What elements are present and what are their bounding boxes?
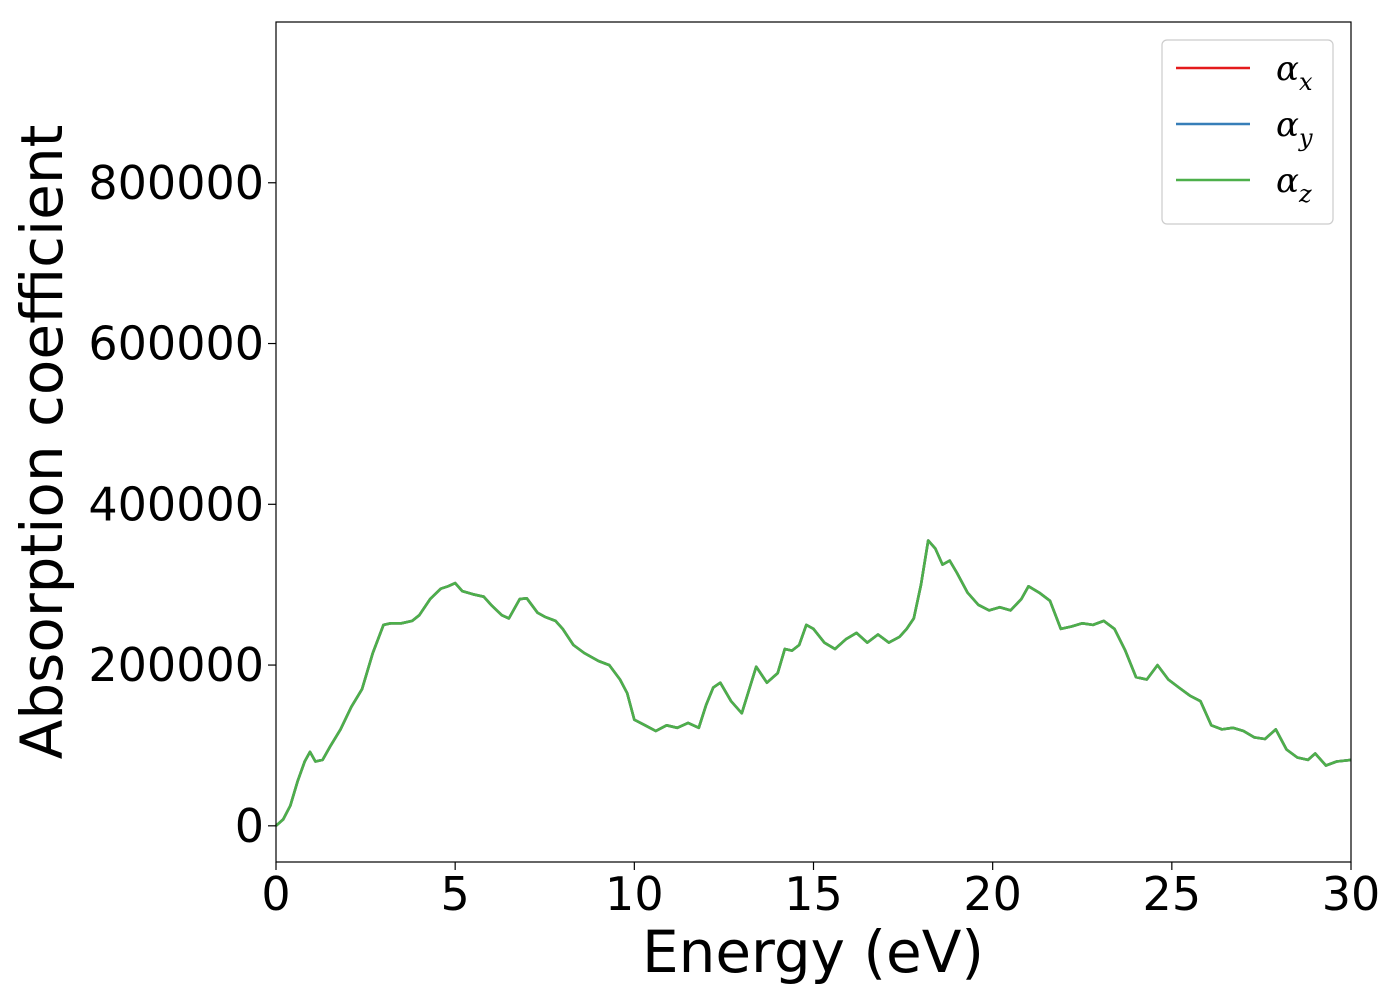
y-axis-label: Absorption coefficient bbox=[8, 125, 76, 760]
legend: αx αy αz bbox=[1161, 39, 1334, 225]
x-tick-label: 5 bbox=[441, 867, 470, 921]
y-tick-label: 0 bbox=[235, 799, 264, 853]
y-tick-label: 600000 bbox=[88, 317, 264, 371]
y-tick-label: 800000 bbox=[88, 156, 264, 210]
x-tick-label: 15 bbox=[784, 867, 843, 921]
legend-label-z: αz bbox=[1276, 161, 1312, 208]
x-tick-label: 20 bbox=[963, 867, 1022, 921]
x-tick-label: 0 bbox=[261, 867, 290, 921]
legend-label-x: αx bbox=[1276, 49, 1313, 96]
plot-frame bbox=[275, 21, 1352, 863]
legend-label-y: αy bbox=[1276, 105, 1313, 152]
series-line-z bbox=[275, 539, 1352, 827]
y-tick-label: 400000 bbox=[88, 477, 264, 531]
x-tick-label: 30 bbox=[1322, 867, 1381, 921]
x-tick-label: 10 bbox=[605, 867, 664, 921]
legend-box bbox=[1161, 39, 1334, 225]
y-tick-label: 200000 bbox=[88, 638, 264, 692]
series-layer bbox=[275, 539, 1352, 827]
tick-layer: 0 5 10 15 20 25 30 0 200000 400000 600000 800000 bbox=[88, 156, 1380, 921]
x-axis-label: Energy (eV) bbox=[642, 918, 984, 986]
x-tick-label: 25 bbox=[1143, 867, 1202, 921]
